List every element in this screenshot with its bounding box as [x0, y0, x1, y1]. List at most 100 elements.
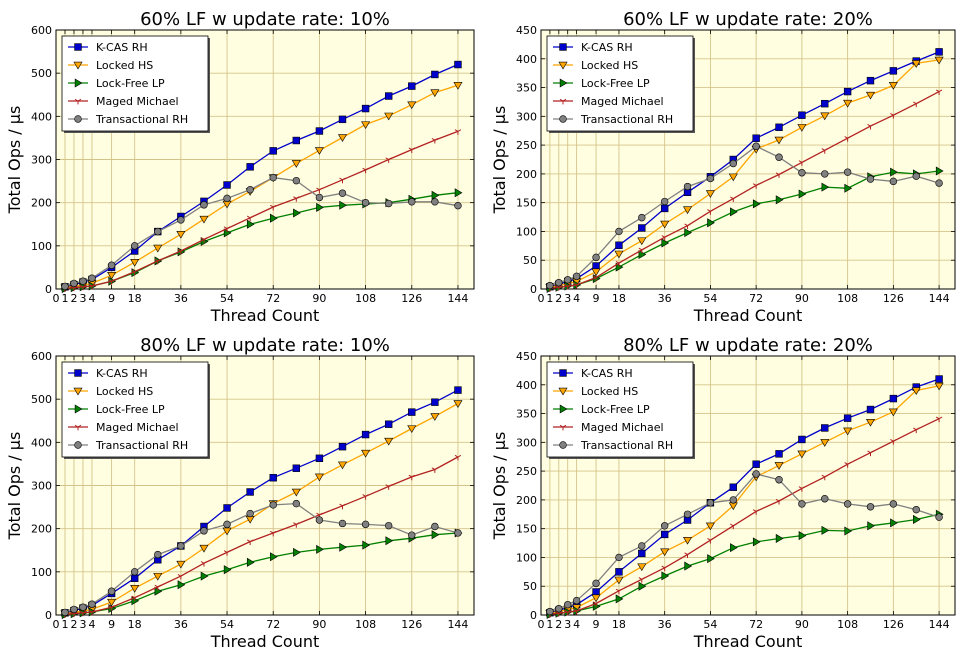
x-tick-label: 54	[703, 618, 717, 631]
data-point	[130, 574, 139, 583]
data-point	[592, 588, 600, 596]
x-tick-label: 36	[658, 618, 672, 631]
x-tick-label: 3	[564, 618, 571, 631]
legend-entry: Transactional RH	[553, 439, 673, 452]
legend-entry: Lock-Free LP	[68, 403, 165, 416]
data-point	[591, 268, 601, 277]
data-point	[88, 283, 96, 290]
legend-label: Transactional RH	[95, 439, 188, 452]
data-point	[246, 539, 254, 546]
x-tick-label: 36	[174, 618, 188, 631]
x-tick-label: 9	[593, 618, 600, 631]
data-point	[843, 500, 852, 508]
data-point	[844, 183, 853, 193]
data-point	[615, 260, 623, 267]
data-point	[154, 584, 161, 591]
data-point	[865, 418, 876, 427]
data-point	[820, 439, 830, 447]
data-point	[361, 104, 370, 113]
x-tick-label: 0	[538, 292, 545, 305]
data-point	[270, 530, 277, 537]
x-tick-label: 18	[612, 292, 626, 305]
data-point	[821, 148, 828, 154]
data-point	[177, 580, 186, 590]
x-tick-label: 0	[53, 618, 60, 631]
data-point	[431, 137, 439, 144]
series-line	[549, 473, 940, 613]
data-point	[362, 540, 371, 550]
y-tick-label: 200	[516, 494, 537, 507]
data-point	[867, 521, 875, 531]
data-point	[316, 202, 324, 212]
data-point	[223, 194, 231, 203]
x-tick-label: 3	[79, 618, 86, 631]
data-point	[384, 420, 393, 428]
data-point	[361, 121, 371, 130]
legend-entry: Transactional RH	[68, 439, 188, 452]
y-tick-label: 300	[31, 480, 52, 493]
data-point	[153, 244, 163, 253]
legend-label: Locked HS	[96, 385, 153, 398]
data-point	[797, 124, 807, 132]
series-maged-michael	[61, 454, 462, 618]
y-tick-label: 400	[31, 436, 52, 449]
legend-label: Transactional RH	[580, 439, 673, 452]
data-point	[890, 518, 898, 528]
data-point	[293, 196, 300, 202]
x-tick-label: 54	[220, 292, 234, 305]
legend-label: Maged Michael	[581, 421, 664, 434]
data-point	[70, 285, 78, 292]
data-point	[707, 538, 714, 544]
data-point	[935, 48, 943, 56]
data-point	[269, 474, 277, 482]
x-tick-label: 72	[266, 292, 280, 305]
data-point	[730, 196, 737, 203]
data-point	[798, 486, 806, 492]
data-point	[292, 136, 301, 145]
data-point	[821, 525, 830, 535]
x-tick-label: 36	[174, 292, 188, 305]
legend: K-CAS RH Locked HS Lock-Free LP Maged Micha…	[61, 361, 210, 459]
data-point	[431, 530, 440, 540]
legend-swatch-marker	[74, 424, 82, 431]
series-line	[64, 502, 459, 614]
data-point	[339, 542, 347, 552]
x-tick-label: 108	[837, 292, 858, 305]
data-point	[269, 501, 277, 509]
data-point	[821, 170, 829, 178]
y-tick-label: 0	[45, 609, 52, 622]
legend-entry: Transactional RH	[68, 113, 188, 126]
data-point	[246, 488, 254, 496]
data-point	[339, 503, 346, 510]
legend-entry: Maged Michael	[68, 95, 179, 108]
legend-label: Locked HS	[581, 385, 638, 398]
series-line	[549, 91, 940, 290]
y-tick-label: 50	[523, 580, 537, 593]
x-tick-label: 18	[128, 618, 142, 631]
legend-swatch-marker	[559, 441, 567, 449]
legend-entry: Lock-Free LP	[68, 77, 165, 90]
data-point	[199, 544, 209, 553]
y-tick-label: 500	[31, 393, 52, 406]
data-point	[935, 513, 943, 521]
chart-title: 80% LF w update rate: 10%	[140, 335, 390, 356]
data-point	[638, 213, 646, 222]
y-tick-label: 250	[516, 465, 537, 478]
y-tick-label: 400	[31, 110, 52, 123]
data-point	[707, 218, 715, 228]
y-tick-label: 200	[31, 197, 52, 210]
data-point	[913, 514, 921, 524]
x-tick-label: 18	[612, 618, 626, 631]
legend-label: K-CAS RH	[96, 367, 148, 380]
data-point	[935, 166, 944, 176]
y-tick-label: 100	[516, 551, 537, 564]
y-axis-label: Total Ops / μs	[490, 432, 509, 541]
data-point	[730, 207, 738, 217]
x-tick-label: 126	[883, 618, 904, 631]
x-tick-label: 18	[128, 292, 142, 305]
legend-swatch-marker	[559, 369, 567, 377]
data-point	[660, 197, 669, 206]
data-point	[555, 285, 563, 291]
data-point	[935, 416, 943, 423]
